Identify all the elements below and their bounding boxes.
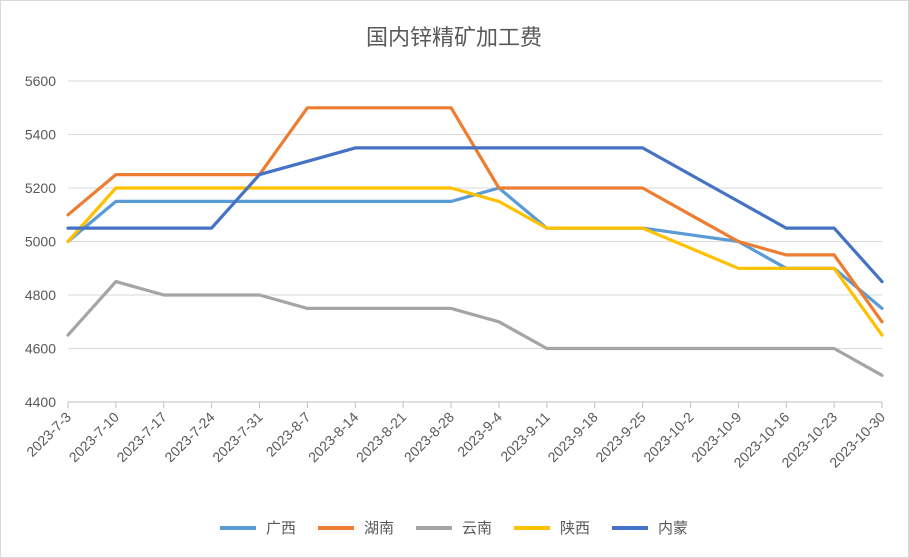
legend-label: 陕西 <box>560 519 590 537</box>
legend-label: 广西 <box>266 519 296 537</box>
legend-label: 内蒙 <box>658 519 688 537</box>
x-tick-label: 2023-7-17 <box>113 409 170 466</box>
x-tick-label: 2023-9-18 <box>544 409 601 466</box>
x-tick-label: 2023-7-10 <box>66 409 123 466</box>
x-tick-label: 2023-9-11 <box>497 409 553 465</box>
series-line-2 <box>66 280 884 377</box>
y-axis-ticks: 4400 4600 4800 5000 5200 5400 5600 <box>25 73 56 410</box>
series-line-4 <box>66 146 884 284</box>
x-tick-label: 2023-8-28 <box>401 409 458 466</box>
y-tick-label: 4600 <box>25 341 56 357</box>
y-tick-label: 5000 <box>25 234 56 250</box>
y-tick-label: 5200 <box>25 180 56 196</box>
y-tick-label: 5400 <box>25 127 56 143</box>
y-tick-label: 4800 <box>25 287 56 303</box>
x-tick-label: 2023-10-2 <box>640 409 697 466</box>
series-lines <box>66 106 884 377</box>
x-tick-label: 2023-8-21 <box>353 409 410 466</box>
x-tick-label: 2023-7-31 <box>209 409 266 466</box>
y-tick-label: 4400 <box>25 394 56 410</box>
x-tick-label: 2023-8-14 <box>305 409 362 466</box>
legend-label: 湖南 <box>364 519 394 537</box>
x-tick-label: 2023-9-25 <box>592 409 649 466</box>
y-tick-label: 5600 <box>25 73 56 89</box>
chart-title: 国内锌精矿加工费 <box>366 26 542 51</box>
series-line-3 <box>66 186 884 337</box>
x-axis-ticks: 2023-7-32023-7-102023-7-172023-7-242023-… <box>23 409 888 471</box>
legend-label: 云南 <box>462 519 492 537</box>
legend: 广西 湖南 云南 陕西 内蒙 <box>220 519 688 537</box>
x-tick-label: 2023-7-24 <box>161 409 218 466</box>
x-axis <box>67 401 883 408</box>
